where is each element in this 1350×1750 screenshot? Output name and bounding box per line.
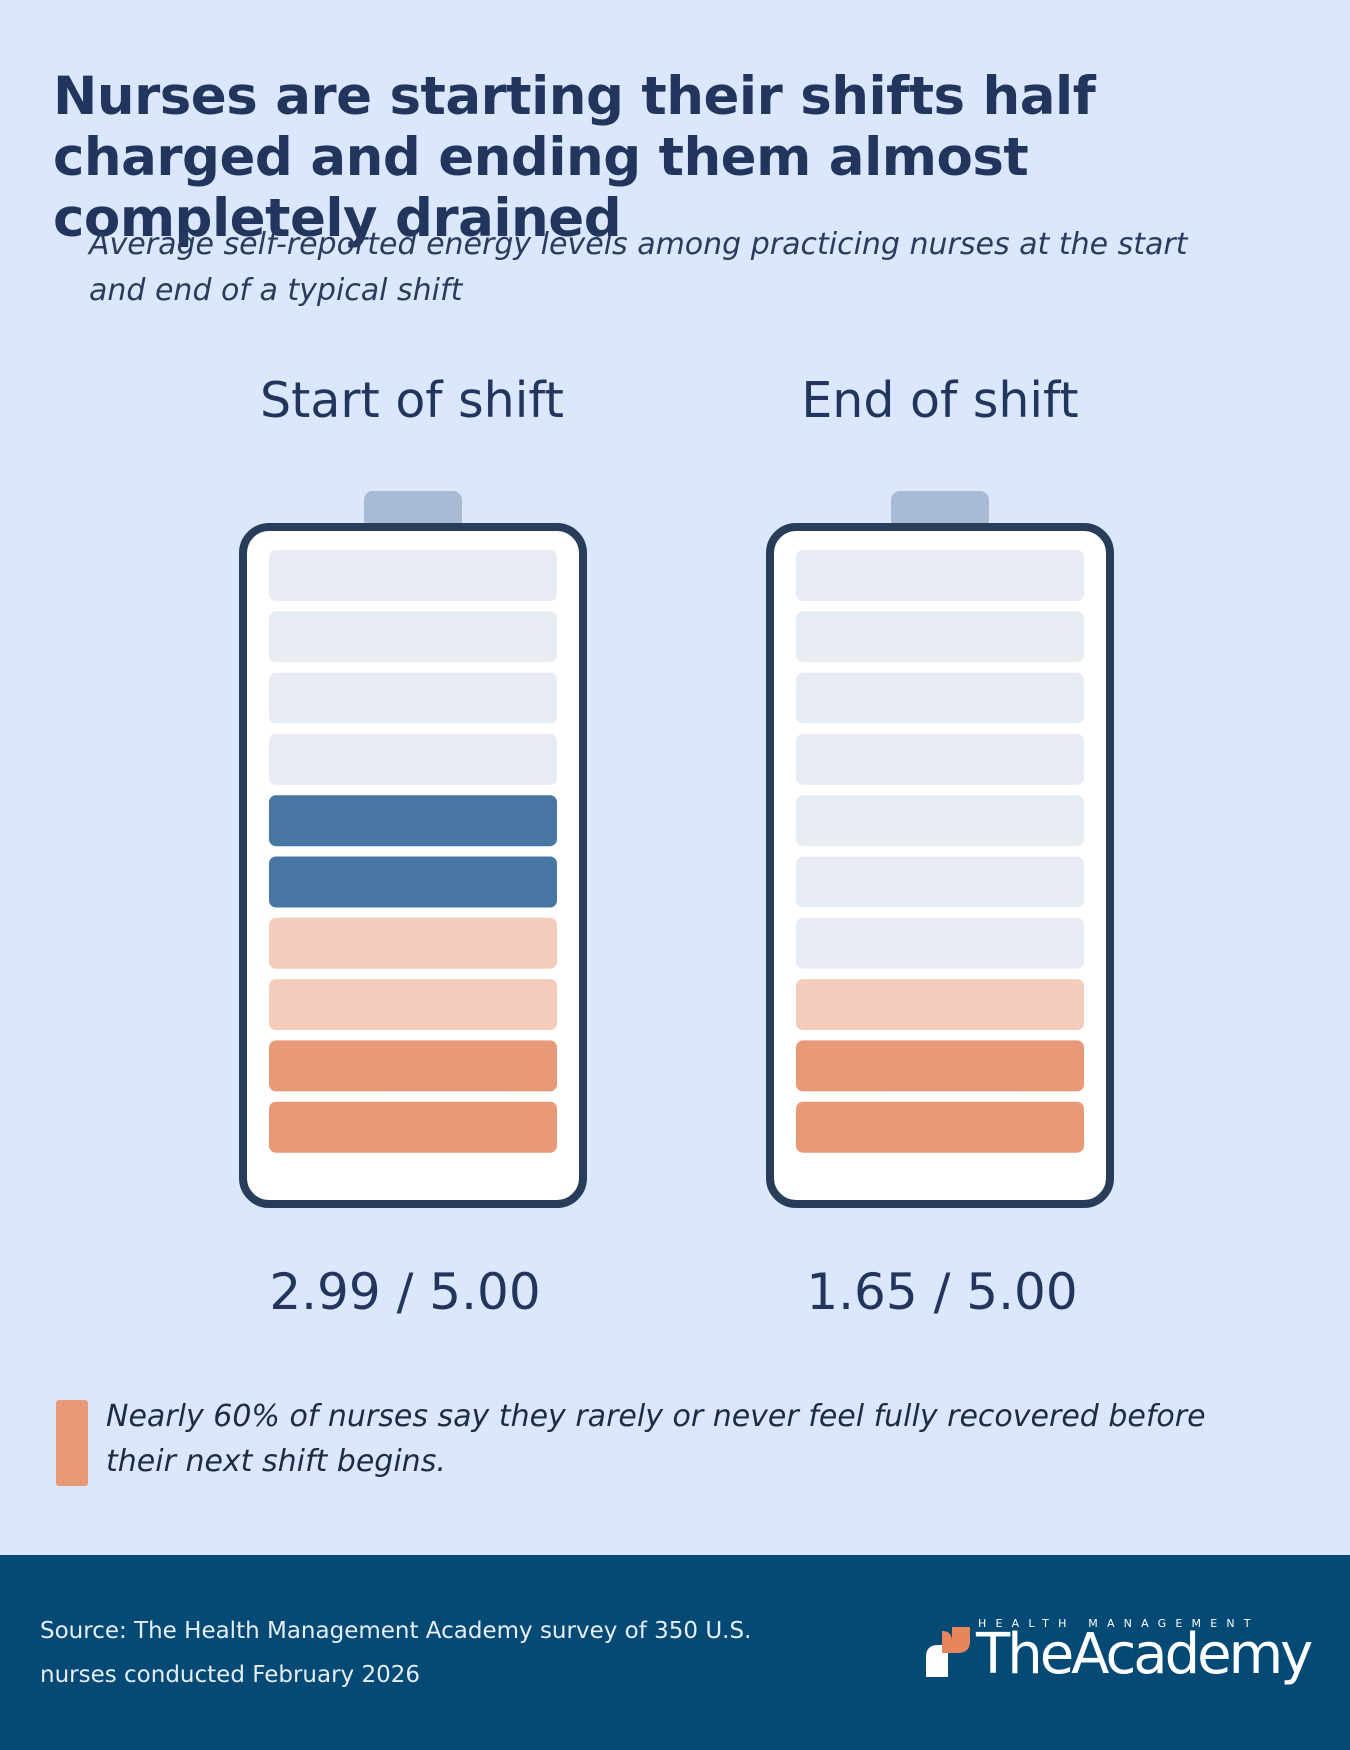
end-battery-segment-7	[796, 733, 1084, 785]
chart-subtitle: Average self-reported energy levels amon…	[89, 227, 1188, 308]
end-battery-segment-5	[796, 856, 1084, 908]
academy-logo: HEALTH MANAGEMENT TheAcademy	[920, 1613, 1320, 1693]
start-battery-segment-7	[269, 733, 557, 785]
start-battery-segment-2	[269, 1040, 557, 1092]
start-battery-segment-8	[269, 672, 557, 724]
start-battery-segment-3	[269, 979, 557, 1031]
end-battery-segment-2	[796, 1040, 1084, 1092]
end-battery-segment-8	[796, 672, 1084, 724]
end-battery-cap	[891, 491, 989, 529]
end-battery-segment-10	[796, 550, 1084, 601]
footer: Source: The Health Management Academy su…	[0, 1555, 1350, 1750]
battery-chart	[239, 491, 1114, 1208]
logo-small-text: HEALTH MANAGEMENT	[978, 1617, 1260, 1630]
end-battery-segment-4	[796, 917, 1084, 969]
start-shift-score: 2.99 / 5.00	[269, 1263, 541, 1321]
page-title: Nurses are starting their shifts half ch…	[53, 66, 1096, 249]
start-battery-segment-9	[269, 611, 557, 663]
end-battery-segment-6	[796, 795, 1084, 847]
source-note: Source: The Health Management Academy su…	[40, 1618, 752, 1688]
callout-text: Nearly 60% of nurses say they rarely or …	[106, 1399, 1206, 1479]
end-battery-segment-1	[796, 1101, 1084, 1153]
start-shift-label: Start of shift	[260, 372, 564, 429]
end-battery-segment-9	[796, 611, 1084, 663]
start-battery-segment-6	[269, 795, 557, 847]
logo-main-text: TheAcademy	[976, 1622, 1313, 1687]
callout-accent-bar	[56, 1400, 88, 1486]
academy-logo-icon	[926, 1627, 970, 1677]
end-shift-score: 1.65 / 5.00	[806, 1263, 1078, 1321]
start-battery-segment-10	[269, 550, 557, 601]
end-battery-segment-3	[796, 979, 1084, 1031]
start-battery-segment-5	[269, 856, 557, 908]
end-shift-label: End of shift	[801, 372, 1079, 429]
start-battery-segment-4	[269, 917, 557, 969]
start-battery-segment-1	[269, 1101, 557, 1153]
start-battery-cap	[364, 491, 462, 529]
